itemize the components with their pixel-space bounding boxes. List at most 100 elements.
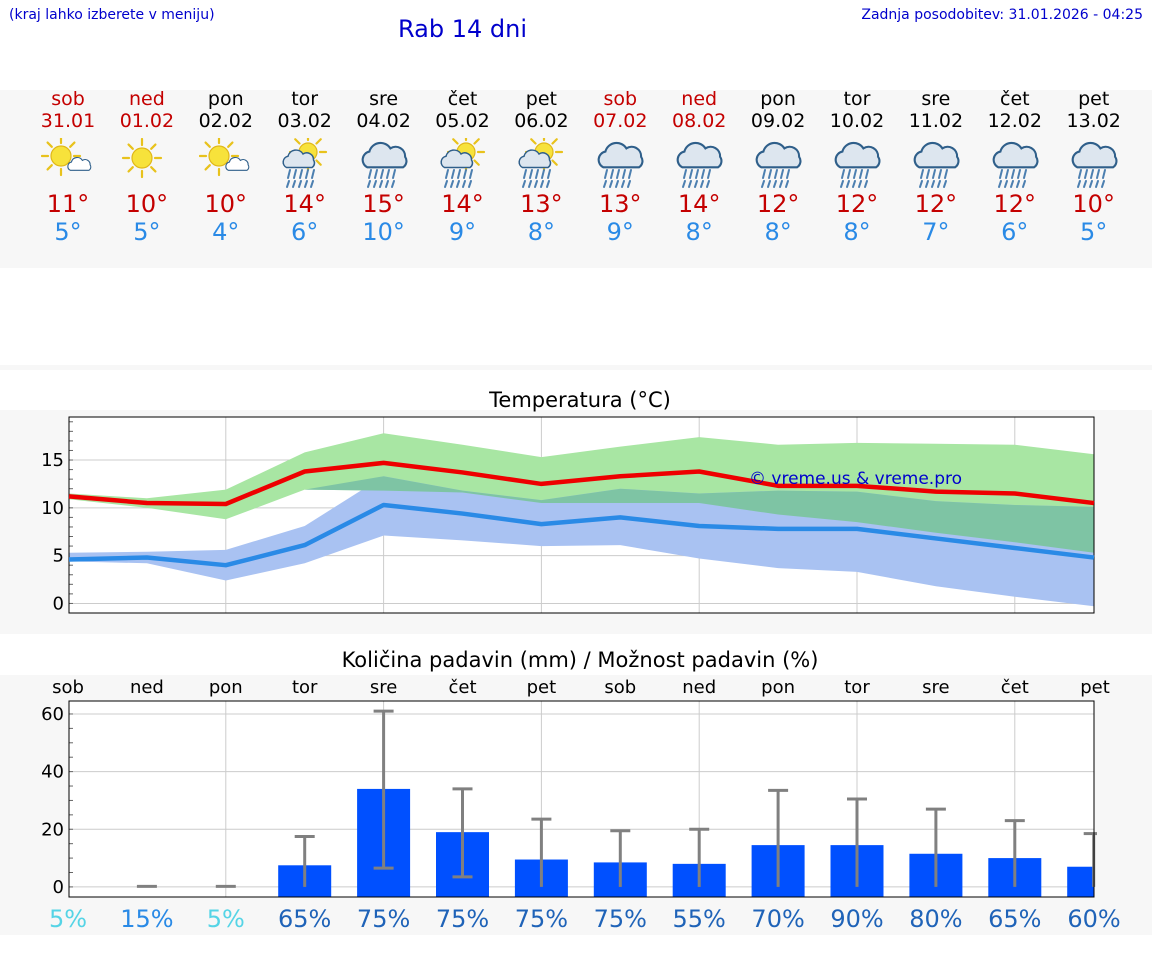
max-temp: 12° (756, 190, 800, 218)
max-range-band (69, 433, 1094, 553)
precip-chance: 60% (1067, 905, 1120, 933)
day-name: čet (447, 88, 478, 110)
day-name: tor (291, 88, 319, 110)
day-column: sob 31.01 11° 5° (29, 88, 108, 246)
day-name: sob (603, 88, 638, 110)
day-column: pon 02.02 10° 4° (186, 88, 265, 246)
category-label: ned (130, 677, 164, 698)
min-temp: 8° (527, 218, 556, 246)
precip-bar (1067, 866, 1094, 897)
day-date: 08.02 (671, 110, 727, 132)
max-temp: 11° (46, 190, 90, 218)
precipitation-chart: sob ned pon tor sre čet pet sob ned pon tor sre čet p… (41, 677, 1121, 933)
day-name: sre (921, 88, 951, 110)
max-temp: 14° (677, 190, 721, 218)
min-temp: 8° (685, 218, 713, 246)
category-label: tor (292, 677, 318, 698)
precip-chance: 65% (278, 905, 331, 933)
y-tick-label: 0 (53, 593, 64, 614)
day-date: 06.02 (514, 110, 569, 132)
precip-chance: 70% (751, 905, 804, 933)
category-label: čet (1001, 677, 1029, 698)
forecast-band (0, 90, 1152, 268)
min-temp: 5° (133, 218, 161, 246)
max-temp: 12° (993, 190, 1037, 218)
y-tick-label: 15 (41, 450, 64, 471)
min-temp-line (68, 502, 1095, 568)
day-name: pet (525, 88, 557, 110)
sun-cloud-icon (198, 138, 250, 177)
daily-forecast: sob 31.01 11° 5° ned 01.02 10° 5° pon 02.02 10° 4° t… (29, 88, 1134, 258)
cloud-rain-icon (1071, 141, 1118, 188)
max-temp: 14° (283, 190, 326, 218)
category-label: čet (448, 677, 476, 698)
y-tick-label: 20 (41, 819, 64, 840)
sun-rain-icon (439, 138, 485, 188)
min-temp: 4° (212, 218, 240, 246)
day-date: 01.02 (119, 110, 175, 132)
day-date: 03.02 (277, 110, 332, 132)
min-temp: 9° (606, 218, 634, 246)
day-column: pon 09.02 12° 8° (739, 88, 818, 246)
max-temp-line (68, 460, 1095, 507)
day-name: tor (843, 88, 871, 110)
day-date: 02.02 (198, 110, 253, 132)
max-temp: 10° (204, 190, 248, 218)
cloud-rain-icon (597, 141, 644, 188)
category-label: ned (682, 677, 716, 698)
plot-frame (68, 416, 1095, 614)
separator-band (0, 365, 1152, 370)
day-date: 07.02 (593, 110, 648, 132)
y-tick-label: 5 (53, 546, 64, 567)
cloud-rain-icon (992, 141, 1039, 188)
temperature-title: Temperatura (°C) (489, 388, 671, 412)
category-label: sob (604, 677, 636, 698)
category-label: tor (844, 677, 870, 698)
max-temp: 14° (441, 190, 484, 218)
precip-chance: 65% (988, 905, 1041, 933)
overlap-band (69, 476, 1094, 553)
sun-cloud-icon (41, 138, 92, 177)
day-name: ned (681, 88, 718, 110)
max-temp: 10° (125, 190, 169, 218)
day-date: 09.02 (750, 110, 806, 132)
category-label: pon (761, 677, 795, 698)
day-column: pet 13.02 10° 5° (1054, 88, 1133, 246)
y-tick-label: 40 (41, 762, 64, 783)
category-label: pet (1080, 677, 1110, 698)
day-name: pon (207, 88, 244, 110)
min-temp: 10° (362, 218, 405, 246)
day-name: pet (1078, 88, 1110, 110)
precip-chance: 75% (357, 905, 410, 933)
cloud-rain-icon (834, 141, 881, 188)
day-date: 31.01 (40, 110, 96, 132)
precip-chance: 5% (49, 905, 87, 933)
precip-chance: 75% (594, 905, 647, 933)
day-column: sre 04.02 15° 10° (344, 88, 423, 246)
min-temp: 6° (291, 218, 319, 246)
day-column: tor 03.02 14° 6° (265, 88, 344, 246)
min-temp: 5° (54, 218, 82, 246)
category-label: sob (52, 677, 84, 698)
day-name: sob (51, 88, 85, 110)
min-temp: 9° (448, 218, 477, 246)
cloud-rain-icon (361, 141, 408, 188)
day-name: sre (369, 88, 399, 110)
precip-chance: 75% (436, 905, 489, 933)
cloud-rain-icon (913, 141, 960, 188)
precip-chance: 15% (120, 905, 173, 933)
sun-icon (121, 138, 162, 179)
sun-rain-icon (518, 138, 564, 188)
max-temp: 15° (362, 190, 405, 218)
day-column: sre 11.02 12° 7° (896, 88, 975, 246)
last-update: Zadnja posodobitev: 31.01.2026 - 04:25 (861, 7, 1143, 23)
day-column: ned 08.02 14° 8° (660, 88, 739, 246)
day-date: 11.02 (908, 110, 964, 132)
day-column: čet 05.02 14° 9° (423, 88, 502, 246)
day-column: ned 01.02 10° 5° (107, 88, 186, 246)
y-tick-label: 10 (41, 498, 64, 519)
day-name: ned (128, 88, 165, 110)
cloud-rain-icon (755, 141, 802, 188)
day-date: 13.02 (1066, 110, 1121, 132)
day-date: 10.02 (829, 110, 885, 132)
